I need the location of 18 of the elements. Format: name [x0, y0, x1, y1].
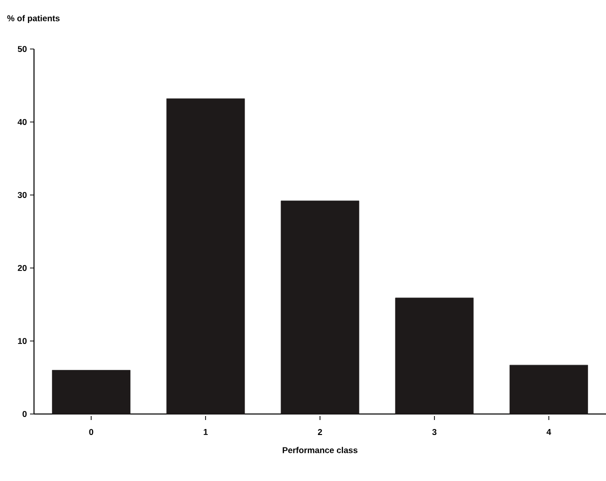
y-tick-label: 40 [18, 118, 27, 125]
y-tick-label: 50 [18, 46, 27, 52]
x-tick-label: 4 [546, 429, 552, 435]
y-axis-title: % of patients [7, 15, 60, 23]
x-tick-label: 1 [204, 429, 208, 435]
x-axis-title: Performance class [282, 446, 358, 454]
bar [52, 370, 130, 414]
y-tick-label: 20 [18, 264, 27, 271]
bar [510, 364, 588, 414]
x-tick-label: 2 [318, 429, 322, 435]
x-tick-label: 0 [89, 429, 94, 436]
bar [280, 200, 360, 414]
y-tick-label: 0 [22, 410, 27, 417]
y-tick-label: 30 [18, 192, 27, 198]
x-tick-label: 3 [432, 429, 436, 436]
bar [166, 98, 245, 414]
bar [395, 298, 474, 414]
y-tick-label: 10 [18, 338, 27, 344]
